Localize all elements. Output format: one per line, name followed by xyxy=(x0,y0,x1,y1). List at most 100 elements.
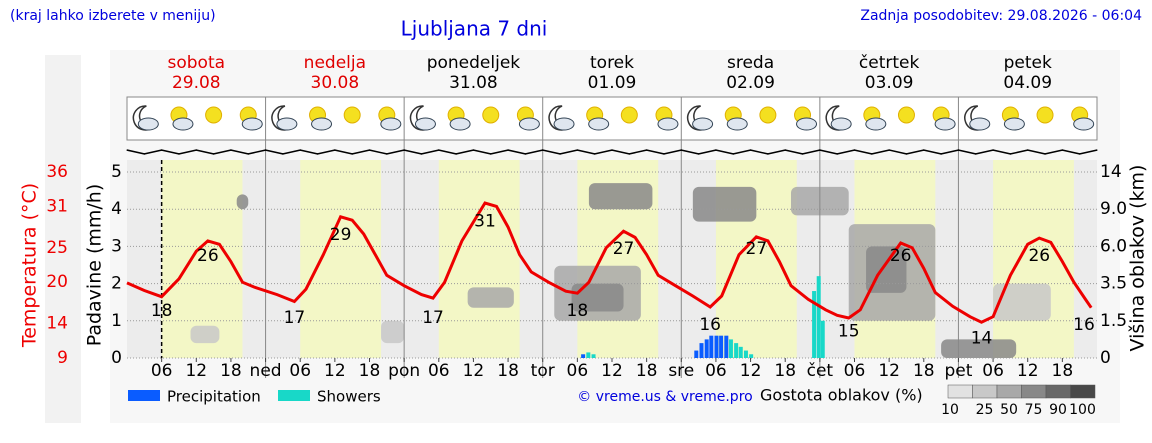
density-swatch xyxy=(972,384,998,399)
density-label: 75 xyxy=(1025,402,1043,418)
cloud-cell xyxy=(236,194,249,210)
y-tick-label: 4 xyxy=(111,199,122,219)
wind-barb xyxy=(1027,149,1046,155)
legend-label: Precipitation xyxy=(167,388,261,406)
cloud-icon xyxy=(449,117,471,131)
density-label: 50 xyxy=(1000,402,1018,418)
x-tick-label: 18 xyxy=(497,361,519,381)
day-name: četrtek xyxy=(859,53,920,73)
density-swatch xyxy=(1045,384,1071,399)
sun-icon xyxy=(482,106,500,124)
density-swatch xyxy=(947,384,973,399)
temp-label: 18 xyxy=(567,301,589,321)
wind-barb xyxy=(282,149,301,155)
wind-barb xyxy=(992,149,1011,155)
sun-icon xyxy=(620,106,638,124)
day-date: 01.09 xyxy=(588,73,637,93)
wind-barb xyxy=(213,149,232,155)
sun-icon xyxy=(897,106,915,124)
precip-bar xyxy=(738,346,743,358)
wind-barb xyxy=(594,149,613,155)
wind-barb xyxy=(646,149,665,155)
wind-barb xyxy=(317,149,336,155)
cloud-icon xyxy=(553,117,575,131)
day-name: torek xyxy=(590,53,634,73)
wind-barb xyxy=(351,149,371,155)
precip-bar xyxy=(820,320,825,358)
cloud-cell xyxy=(941,339,1017,358)
cloud-cell xyxy=(588,183,653,210)
cloud-icon xyxy=(865,117,887,131)
cloud-cell xyxy=(381,320,405,344)
temp-label: 31 xyxy=(474,211,496,231)
day-date: 31.08 xyxy=(449,73,498,93)
precip-bar xyxy=(749,354,754,358)
wind-barb xyxy=(368,149,388,155)
wind-barb xyxy=(143,149,163,155)
wind-barb xyxy=(663,149,682,155)
temp-tick-label: 20 xyxy=(46,272,68,292)
cloud-icon xyxy=(241,117,263,131)
left-panel xyxy=(45,55,81,423)
temp-label: 18 xyxy=(151,301,173,321)
x-tick-label: 18 xyxy=(359,361,381,381)
temp-label: 26 xyxy=(890,246,912,266)
legend-label: Showers xyxy=(317,388,381,406)
wind-barb xyxy=(750,149,769,155)
x-tick-label: tor xyxy=(531,361,555,381)
wind-barb xyxy=(1061,149,1081,155)
x-tick-label: 12 xyxy=(878,361,900,381)
precip-bar xyxy=(734,343,739,358)
temp-label: 16 xyxy=(699,315,721,335)
x-tick-label: 18 xyxy=(774,361,796,381)
cloud-icon xyxy=(657,117,679,131)
y-tick-label: 3 xyxy=(111,236,122,256)
precip-bar xyxy=(581,354,586,358)
x-tick-label: ned xyxy=(250,361,282,381)
x-tick-label: 18 xyxy=(636,361,658,381)
temp-label: 29 xyxy=(330,225,352,245)
wind-barb xyxy=(802,149,821,155)
wind-barb xyxy=(576,149,596,155)
wind-barb xyxy=(940,149,959,155)
wind-barb xyxy=(680,149,700,155)
wind-barb xyxy=(507,149,526,155)
cloud-icon xyxy=(276,117,298,131)
density-label: 10 xyxy=(941,402,959,418)
x-tick-label: 18 xyxy=(220,361,242,381)
sun-icon xyxy=(205,106,223,124)
y-tick-label: 1 xyxy=(111,311,122,331)
wind-barb xyxy=(403,149,422,155)
wind-barb xyxy=(975,149,994,155)
wind-barb xyxy=(420,149,440,155)
precip-bar xyxy=(816,276,821,358)
cloud-icon xyxy=(726,117,748,131)
wind-barb xyxy=(334,149,353,155)
y-axis-title: Padavine (mm/h) xyxy=(84,184,106,347)
wind-barb xyxy=(178,149,197,155)
wind-barb xyxy=(1079,149,1098,155)
cloud-icon xyxy=(588,117,610,131)
precip-bar xyxy=(719,335,724,358)
y-tick-label: 0 xyxy=(111,348,122,368)
day-name: petek xyxy=(1004,53,1052,73)
day-date: 02.09 xyxy=(726,73,775,93)
wind-barb xyxy=(455,149,474,155)
cloud-cell xyxy=(692,186,757,222)
hint: (kraj lahko izberete v meniju) xyxy=(10,8,216,24)
cloud-icon xyxy=(1003,117,1025,131)
temp-label: 17 xyxy=(422,308,444,328)
wind-barb xyxy=(195,149,215,155)
cloud-icon xyxy=(414,117,436,131)
precip-bar xyxy=(724,335,729,358)
wind-barb xyxy=(265,149,284,155)
temperature-line xyxy=(126,201,1093,324)
y2-tick-label: 0 xyxy=(1100,348,1111,368)
wind-barb xyxy=(819,149,838,155)
wind-barb xyxy=(611,149,630,155)
day-name: ponedeljek xyxy=(427,53,521,73)
title: Ljubljana 7 dni xyxy=(401,17,548,41)
x-tick-label: sre xyxy=(668,361,694,381)
x-tick-label: čet xyxy=(807,361,834,381)
wind-barb xyxy=(438,149,457,155)
